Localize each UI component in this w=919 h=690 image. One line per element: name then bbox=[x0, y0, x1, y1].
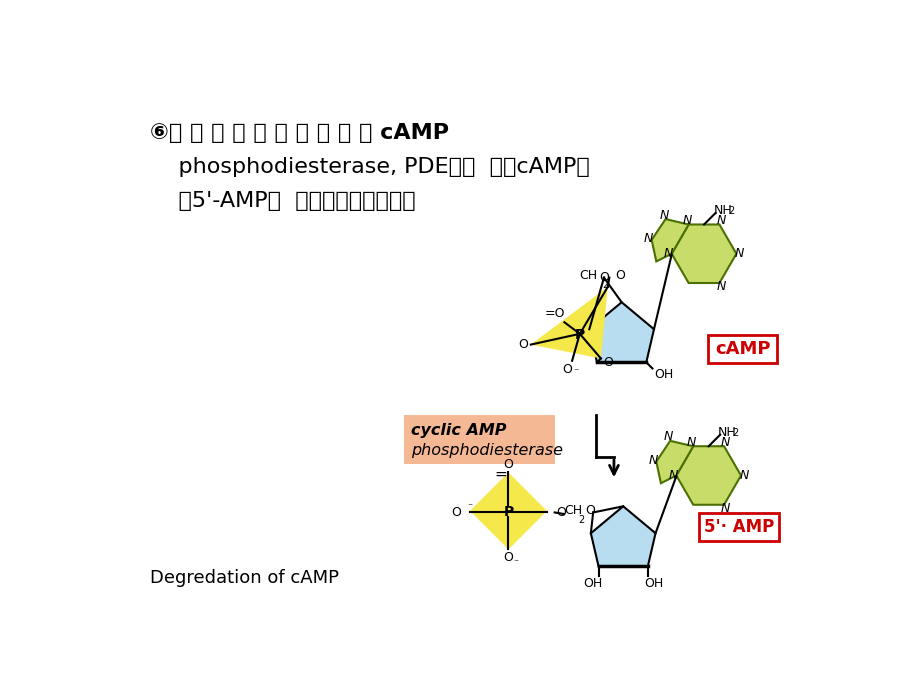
Text: O: O bbox=[615, 269, 625, 282]
Text: 2: 2 bbox=[602, 280, 608, 290]
Text: cAMP: cAMP bbox=[714, 340, 769, 358]
Text: O: O bbox=[503, 458, 513, 471]
Text: ⁻: ⁻ bbox=[466, 502, 471, 512]
Polygon shape bbox=[590, 506, 655, 566]
Text: N: N bbox=[720, 436, 730, 449]
Text: CH: CH bbox=[563, 504, 582, 517]
Text: O: O bbox=[517, 338, 528, 351]
Text: OH: OH bbox=[653, 368, 673, 382]
Text: O: O bbox=[450, 506, 460, 519]
Text: N: N bbox=[648, 453, 657, 466]
Text: N: N bbox=[739, 469, 748, 482]
Polygon shape bbox=[589, 302, 653, 362]
Text: O: O bbox=[584, 504, 595, 517]
Polygon shape bbox=[675, 446, 740, 505]
Text: OH: OH bbox=[582, 577, 601, 590]
Text: OH: OH bbox=[643, 577, 663, 590]
Text: O: O bbox=[562, 363, 571, 376]
Text: N: N bbox=[643, 232, 652, 245]
Text: cyclic AMP: cyclic AMP bbox=[410, 422, 505, 437]
Text: 或5'-AMP，  起终止信号的作用。: 或5'-AMP， 起终止信号的作用。 bbox=[150, 190, 414, 210]
Polygon shape bbox=[530, 287, 607, 359]
Text: Degredation of cAMP: Degredation of cAMP bbox=[150, 569, 338, 587]
Text: N: N bbox=[734, 247, 743, 260]
Text: O: O bbox=[556, 506, 565, 519]
Polygon shape bbox=[671, 224, 735, 283]
FancyBboxPatch shape bbox=[403, 415, 555, 464]
Text: ⁻: ⁻ bbox=[513, 558, 517, 569]
Text: N: N bbox=[664, 431, 673, 444]
FancyBboxPatch shape bbox=[698, 513, 777, 541]
Text: ⁻: ⁻ bbox=[573, 367, 577, 377]
Text: N: N bbox=[668, 469, 677, 482]
Text: N: N bbox=[686, 436, 696, 449]
Text: N: N bbox=[716, 280, 725, 293]
Text: N: N bbox=[659, 209, 668, 221]
Text: 2: 2 bbox=[727, 206, 733, 216]
Text: N: N bbox=[720, 502, 730, 515]
Text: phosphodiesterase: phosphodiesterase bbox=[410, 442, 562, 457]
Text: NH: NH bbox=[717, 426, 736, 439]
Text: O: O bbox=[598, 271, 608, 284]
Text: ⑥环 腺 苷 酸 磷 酸 二 酯 酶 （ cAMP: ⑥环 腺 苷 酸 磷 酸 二 酯 酶 （ cAMP bbox=[150, 123, 448, 143]
Text: =O: =O bbox=[543, 307, 564, 320]
Text: N: N bbox=[664, 247, 673, 260]
FancyBboxPatch shape bbox=[707, 335, 777, 363]
Text: NH: NH bbox=[712, 204, 732, 217]
Text: CH: CH bbox=[578, 269, 596, 282]
Text: N: N bbox=[682, 214, 691, 227]
Polygon shape bbox=[470, 473, 547, 549]
Text: O: O bbox=[603, 356, 613, 369]
Text: 5'· AMP: 5'· AMP bbox=[703, 518, 773, 536]
Polygon shape bbox=[655, 441, 693, 483]
Text: 2: 2 bbox=[732, 428, 738, 437]
Text: O: O bbox=[503, 551, 513, 564]
Text: N: N bbox=[716, 214, 725, 227]
Polygon shape bbox=[651, 219, 688, 262]
Text: =: = bbox=[494, 466, 506, 482]
Text: P: P bbox=[574, 328, 584, 342]
Text: 2: 2 bbox=[577, 515, 584, 525]
Text: P: P bbox=[504, 506, 514, 520]
Text: phosphodiesterase, PDE）：  降解cAMP生: phosphodiesterase, PDE）： 降解cAMP生 bbox=[150, 157, 589, 177]
